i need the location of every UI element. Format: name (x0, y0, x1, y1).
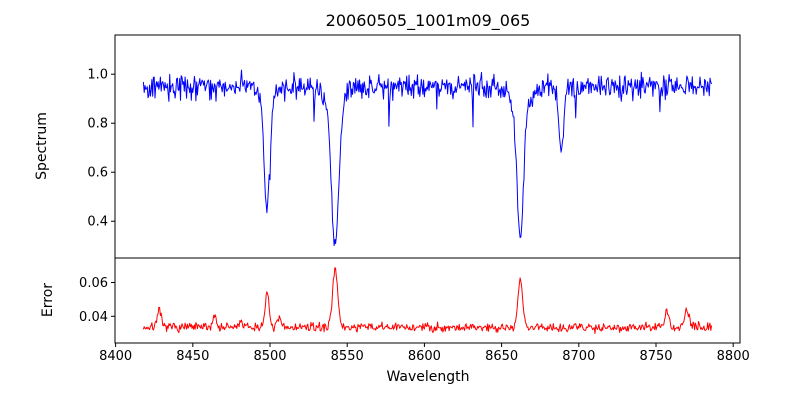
x-tick-label: 8400 (99, 349, 132, 364)
y-axis-label-spectrum: Spectrum (34, 112, 50, 180)
x-tick-label: 8600 (408, 349, 441, 364)
spectrum-line (142, 69, 713, 247)
x-tick-label: 8550 (331, 349, 364, 364)
y-axis-label-error: Error (40, 283, 56, 317)
y-tick-label: 0.8 (87, 117, 108, 132)
y-tick-label: 0.6 (87, 166, 108, 181)
x-tick-label: 8750 (639, 349, 672, 364)
x-tick-label: 8700 (562, 349, 595, 364)
error-line (142, 267, 713, 334)
x-tick-label: 8650 (485, 349, 518, 364)
y-tick-label: 1.0 (87, 68, 108, 83)
y-tick-label: 0.04 (79, 310, 108, 325)
plot-layer: 8400 8450 8500 8550 8600 8650 8700 8750 8800 0.4 0… (79, 34, 750, 364)
error-panel-border (114, 257, 741, 344)
chart-title: 20060505_1001m09_065 (326, 11, 531, 31)
x-axis-label: Wavelength (386, 369, 469, 385)
x-tick-label: 8450 (176, 349, 209, 364)
y-tick-label: 0.4 (87, 215, 108, 230)
y-tick-label: 0.06 (79, 276, 108, 291)
x-tick-label: 8500 (253, 349, 286, 364)
spectrum-panel-border (114, 34, 741, 259)
x-tick-label: 8800 (717, 349, 750, 364)
